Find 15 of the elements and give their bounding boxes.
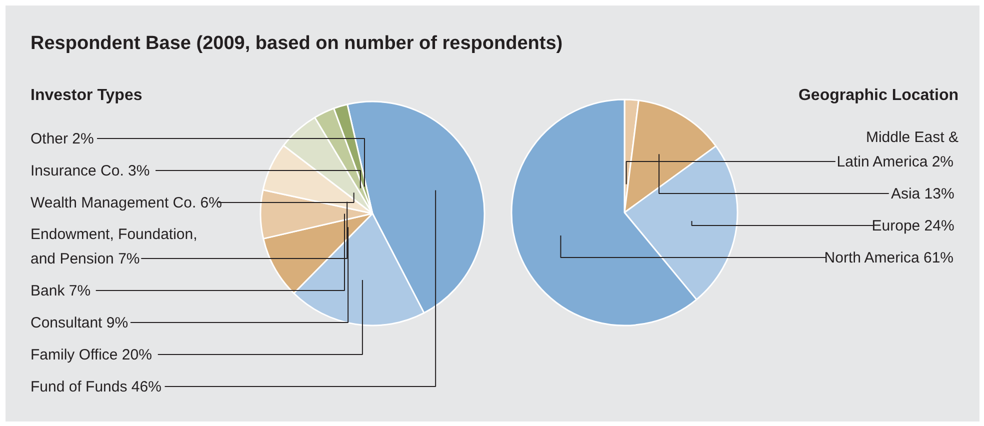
- slice-label: Asia 13%: [890, 186, 954, 202]
- slice-label: Fund of Funds 46%: [30, 378, 162, 396]
- slice-label: North America 61%: [824, 250, 954, 266]
- chart-subtitle: Investor Types: [30, 87, 142, 104]
- slice-label: Europe 24%: [872, 218, 954, 234]
- slice-label: Other 2%: [30, 130, 94, 148]
- slice-label: Consultant 9%: [30, 314, 128, 332]
- slice-label: Insurance Co. 3%: [30, 162, 150, 180]
- slice-label: Wealth Management Co. 6%: [30, 194, 222, 212]
- slice-label: Middle East & Latin America 2%: [836, 128, 959, 170]
- chart-subtitle: Geographic Location: [798, 87, 958, 104]
- slice-label: Bank 7%: [30, 282, 91, 300]
- chart-title: Respondent Base (2009, based on number of respondents): [30, 33, 563, 54]
- slice-label: Endowment, Foundation, and Pension 7%: [30, 226, 198, 268]
- slice-label: Family Office 20%: [30, 346, 152, 364]
